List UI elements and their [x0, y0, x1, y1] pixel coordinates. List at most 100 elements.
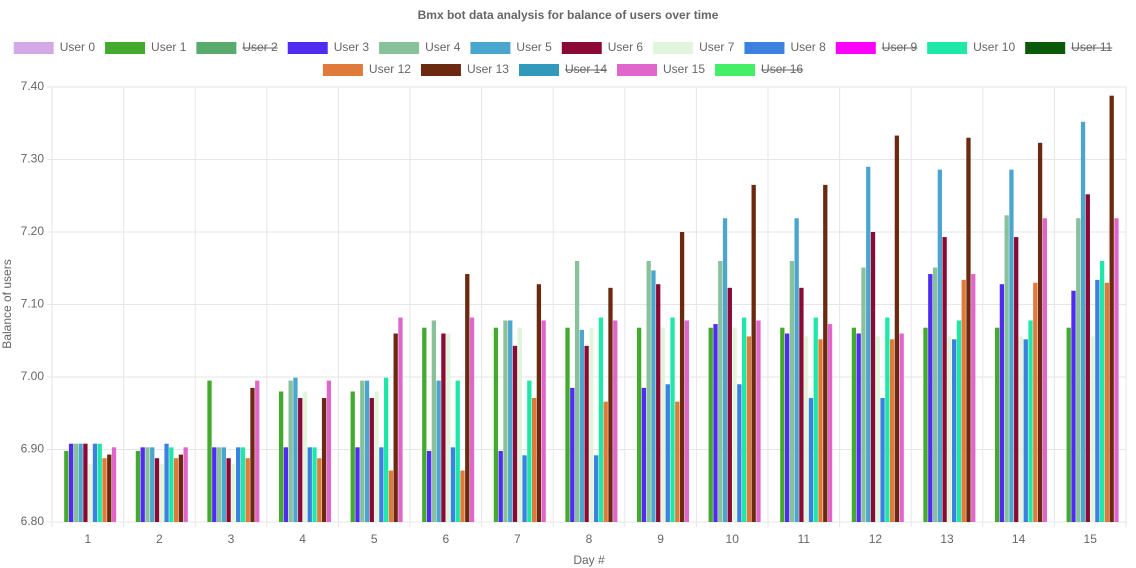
legend-swatch[interactable] [287, 42, 328, 54]
bar [827, 324, 833, 522]
legend-label[interactable]: User 10 [973, 40, 1015, 54]
bar [140, 447, 145, 522]
bar [870, 232, 876, 522]
bar [321, 398, 327, 522]
bar [932, 267, 938, 522]
bar [942, 237, 947, 522]
x-tick-label: 5 [371, 532, 378, 546]
legend-swatch[interactable] [744, 42, 785, 54]
bar [818, 339, 823, 522]
bar [598, 317, 604, 522]
legend-label[interactable]: User 1 [151, 40, 187, 54]
legend-label[interactable]: User 8 [790, 40, 826, 54]
bar [971, 274, 976, 522]
bar [64, 450, 69, 522]
bar [278, 391, 284, 522]
bar [88, 464, 93, 522]
legend-label[interactable]: User 5 [516, 40, 552, 54]
x-tick-label: 2 [156, 532, 163, 546]
bar [956, 320, 962, 522]
legend-label[interactable]: User 3 [334, 40, 370, 54]
x-tick-label: 6 [442, 532, 449, 546]
bar [1009, 169, 1014, 522]
bar [784, 333, 790, 522]
bar [255, 380, 260, 522]
bar [1104, 282, 1110, 522]
bar [851, 327, 857, 522]
bar [293, 377, 298, 522]
bar [1080, 121, 1086, 523]
bar [1066, 327, 1071, 522]
x-tick-label: 15 [1084, 532, 1098, 546]
bar [665, 384, 670, 522]
bar [741, 317, 747, 522]
legend-swatch[interactable] [617, 64, 658, 76]
legend-label[interactable]: User 12 [369, 62, 411, 76]
legend-label[interactable]: User 6 [608, 40, 644, 54]
bar [737, 384, 742, 522]
y-tick-label: 7.20 [21, 224, 45, 238]
legend-swatch[interactable] [196, 42, 237, 54]
legend-label[interactable]: User 14 [565, 62, 607, 76]
bar [307, 447, 312, 522]
legend-label[interactable]: User 2 [242, 40, 278, 54]
bar [574, 261, 580, 522]
legend-swatch[interactable] [927, 42, 968, 54]
bar [236, 447, 241, 522]
legend-label[interactable]: User 15 [663, 62, 705, 76]
bar [641, 387, 647, 522]
legend-swatch[interactable] [653, 42, 694, 54]
legend-swatch[interactable] [13, 42, 54, 54]
bar [751, 184, 756, 522]
bar [355, 447, 360, 522]
legend-swatch[interactable] [1025, 42, 1066, 54]
bar [426, 450, 432, 522]
bar [899, 333, 904, 522]
legend-label[interactable]: User 11 [1071, 40, 1112, 54]
bar [298, 398, 303, 522]
legend-label[interactable]: User 7 [699, 40, 735, 54]
y-tick-label: 6.90 [21, 442, 45, 456]
bar [880, 398, 885, 522]
bar [1023, 339, 1028, 522]
bar [169, 447, 174, 522]
bar [107, 454, 112, 522]
x-tick-label: 10 [726, 532, 740, 546]
bar [178, 454, 184, 522]
legend-label[interactable]: User 0 [60, 40, 96, 54]
bar [1004, 215, 1009, 522]
legend-swatch[interactable] [420, 64, 461, 76]
bar [245, 458, 250, 522]
bar [216, 447, 222, 522]
bar [756, 320, 761, 522]
bar [369, 398, 374, 522]
legend-swatch[interactable] [518, 64, 559, 76]
legend-label[interactable]: User 9 [882, 40, 918, 54]
legend-swatch[interactable] [105, 42, 146, 54]
legend-label[interactable]: User 16 [761, 62, 803, 76]
bar [207, 380, 212, 522]
legend-swatch[interactable] [561, 42, 602, 54]
bar [317, 458, 322, 522]
legend-swatch[interactable] [322, 64, 363, 76]
legend-swatch[interactable] [835, 42, 876, 54]
bar [804, 336, 809, 522]
bar [527, 380, 532, 522]
legend-label[interactable]: User 4 [425, 40, 461, 54]
bar [1018, 336, 1024, 522]
bar [493, 327, 499, 522]
legend-label[interactable]: User 13 [467, 62, 509, 76]
bar [1109, 95, 1114, 522]
bar [469, 317, 475, 522]
x-tick-label: 4 [299, 532, 306, 546]
bar [422, 327, 427, 522]
bar [312, 447, 317, 522]
legend-swatch[interactable] [470, 42, 511, 54]
bar [746, 336, 752, 522]
y-tick-label: 7.00 [21, 369, 45, 383]
bar [455, 380, 460, 522]
legend-swatch[interactable] [379, 42, 420, 54]
legend-swatch[interactable] [715, 64, 756, 76]
y-tick-label: 7.10 [21, 297, 45, 311]
y-tick-label: 7.40 [21, 79, 45, 93]
